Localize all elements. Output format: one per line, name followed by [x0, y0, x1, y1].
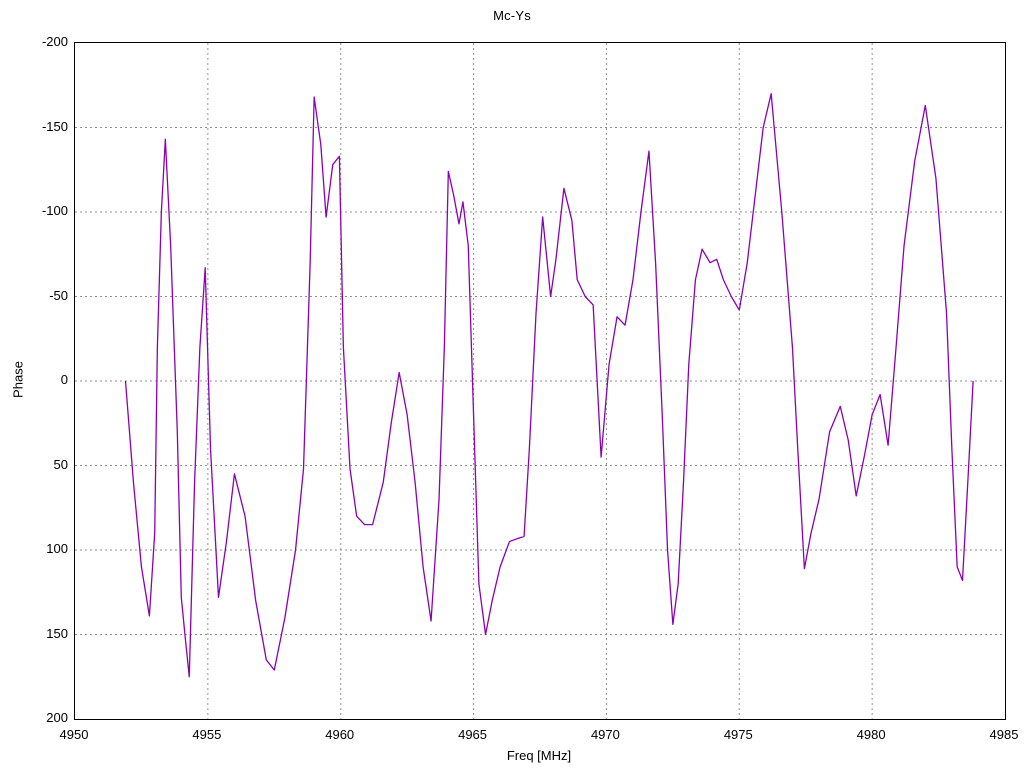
plot-area [74, 42, 1006, 720]
x-tick-label: 4970 [590, 727, 620, 742]
x-tick-label: 4975 [723, 727, 753, 742]
x-tick-label: 4960 [325, 727, 355, 742]
y-tick-label: 50 [53, 456, 68, 472]
y-tick-label: 0 [60, 372, 68, 387]
plot-svg [75, 43, 1005, 719]
y-tick-label: -50 [49, 287, 68, 303]
data-series-line [124, 93, 974, 678]
y-tick-label: -150 [41, 118, 68, 134]
x-tick-label: 4980 [856, 727, 886, 742]
x-tick-label: 4955 [192, 727, 222, 742]
y-axis-tick-labels: 200 150 100 50 0 -50 -100 -150 -200 [0, 0, 80, 768]
x-tick-label: 4985 [989, 727, 1019, 742]
y-tick-label: 100 [46, 541, 68, 556]
data-line-mc-ys-phase [124, 93, 974, 678]
y-tick-label: -200 [41, 34, 68, 49]
y-tick-label: -100 [41, 203, 68, 218]
x-tick-label: 4950 [59, 727, 89, 742]
chart-title: Mc-Ys [493, 8, 531, 23]
grid-lines [75, 43, 1005, 719]
y-tick-label: 200 [46, 710, 68, 725]
x-axis-label: Freq [MHz] [506, 748, 572, 763]
x-tick-label: 4965 [458, 727, 488, 742]
y-tick-label: 150 [46, 625, 68, 641]
